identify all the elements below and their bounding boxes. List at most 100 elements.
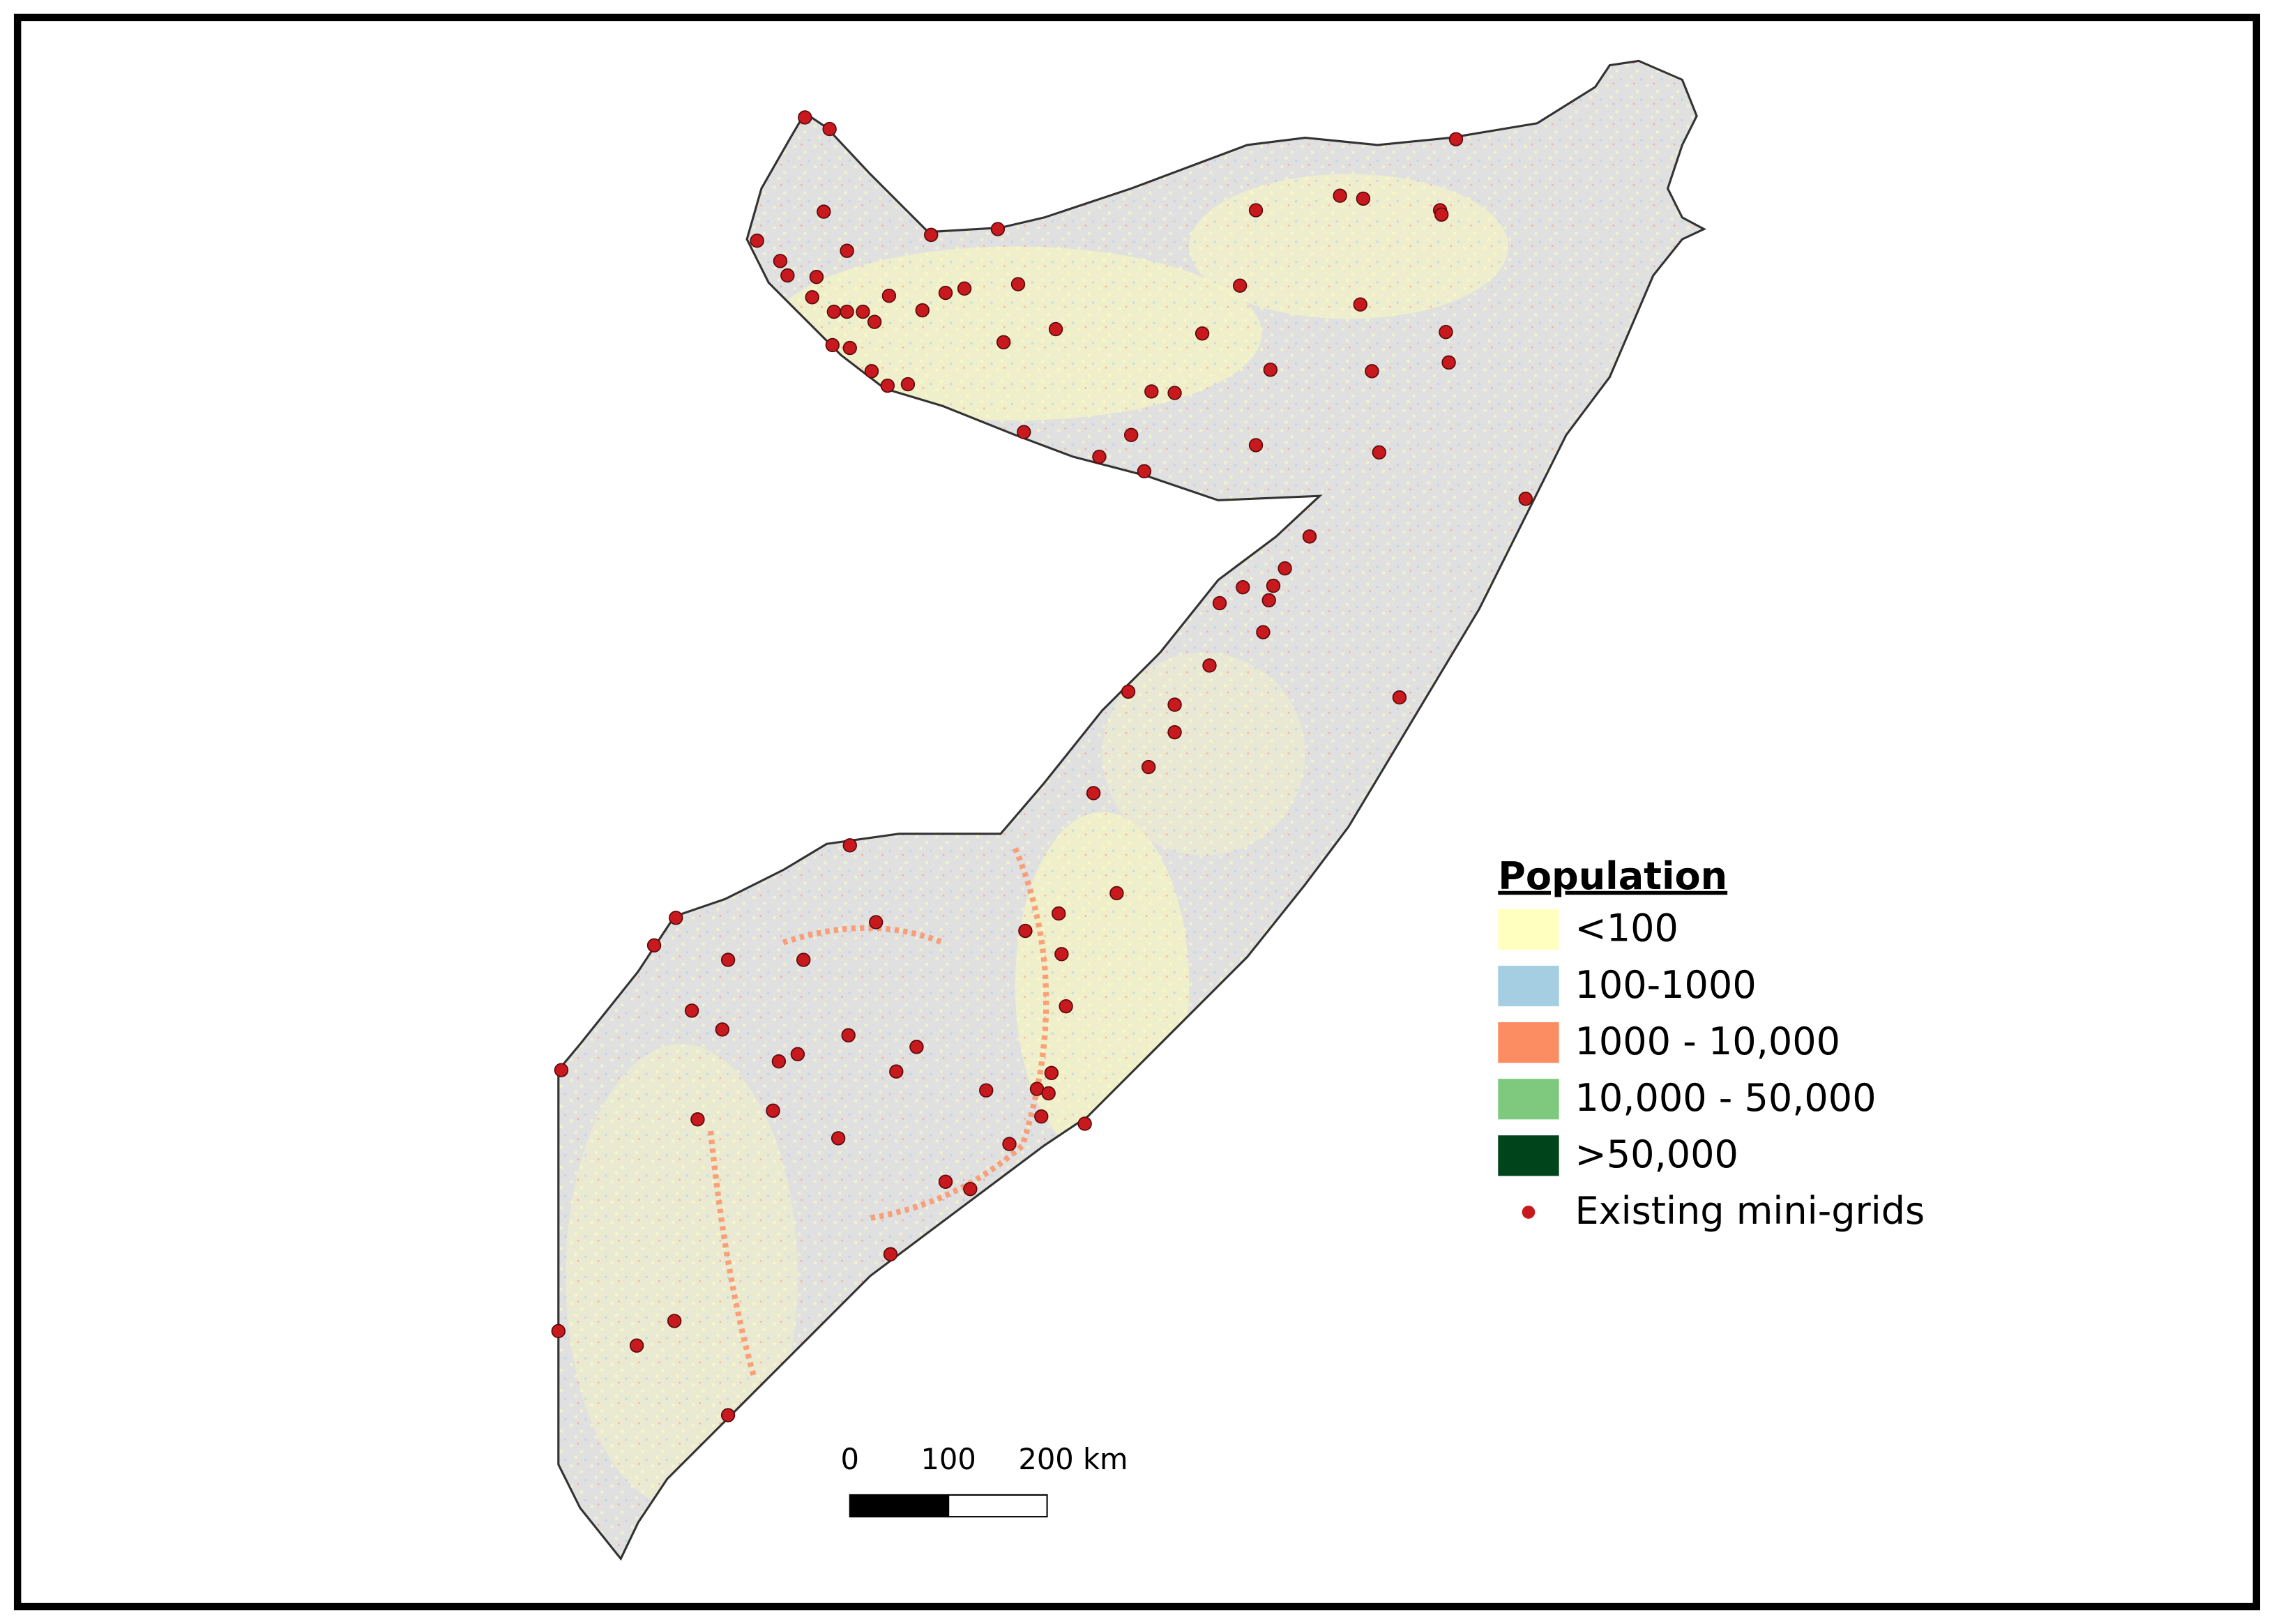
- legend-label: <100: [1575, 906, 1678, 950]
- mini-grid: [1167, 386, 1182, 400]
- legend-swatch: [1498, 909, 1559, 950]
- mini-grid: [790, 1047, 805, 1061]
- mini-grid: [1212, 595, 1227, 611]
- mini-grid: [1010, 277, 1026, 291]
- mini-grid: [842, 340, 857, 356]
- mini-grid: [826, 304, 842, 319]
- mini-grid: [1278, 561, 1292, 576]
- mini-grid: [1439, 325, 1453, 340]
- mini-grid: [856, 304, 870, 319]
- legend-title: Population: [1498, 854, 1727, 898]
- mini-grid: [1141, 759, 1156, 775]
- mini-grid: [840, 304, 854, 319]
- mini-grid: [1077, 1116, 1092, 1131]
- mini-grid: [867, 314, 882, 329]
- mini-grid: [1121, 684, 1136, 699]
- mini-grid: [750, 234, 764, 248]
- mini-grid: [825, 337, 840, 353]
- legend-label: >50,000: [1575, 1132, 1738, 1176]
- mini-grid: [1365, 364, 1379, 379]
- mini-grid: [841, 1028, 856, 1042]
- mini-grid: [1333, 188, 1347, 203]
- mini-grid: [1052, 906, 1066, 921]
- mini-grid: [869, 915, 884, 929]
- mini-grid: [1017, 425, 1031, 439]
- mini-grid: [1518, 492, 1533, 506]
- mini-grid: [924, 227, 939, 243]
- mini-grid: [1137, 464, 1152, 479]
- legend-label: 1000 - 10,000: [1575, 1019, 1840, 1063]
- mini-grid: [796, 953, 811, 967]
- mini-grid: [715, 1022, 729, 1037]
- mini-grid: [1256, 625, 1271, 639]
- mini-grid: [1044, 1065, 1059, 1080]
- mini-grid: [963, 1181, 978, 1197]
- legend-swatch: [1498, 965, 1559, 1007]
- mini-grid: [667, 1314, 682, 1328]
- mini-grid: [1092, 449, 1107, 464]
- mini-grid: [831, 1131, 846, 1146]
- mini-grid: [938, 285, 953, 301]
- scale-label: 0: [841, 1442, 859, 1476]
- legend: <100 100-1000 1000 - 10,000 10,000 - 50,000…: [1498, 906, 1925, 1233]
- mini-grid: [1167, 697, 1182, 712]
- legend-swatch: [1498, 1135, 1559, 1176]
- legend-swatch: [1498, 1079, 1559, 1120]
- mini-grid: [1034, 1109, 1049, 1124]
- mini-grid: [1002, 1137, 1017, 1151]
- mini-grid: [766, 1103, 780, 1118]
- scale-bar: [849, 1494, 1048, 1518]
- mini-grid: [690, 1112, 705, 1127]
- mini-grid: [883, 1247, 898, 1261]
- mini-grid: [1356, 191, 1371, 206]
- mini-grid: [996, 335, 1011, 349]
- mini-grid: [840, 243, 854, 258]
- mini-grid: [1266, 578, 1281, 593]
- mini-grid: [1232, 278, 1248, 293]
- mini-grid: [1018, 923, 1033, 939]
- mini-grid: [798, 110, 812, 125]
- mini-grid: [880, 378, 895, 393]
- mini-grid: [1263, 363, 1278, 377]
- mini-grid: [909, 1040, 924, 1054]
- scale-label: 100: [920, 1442, 976, 1476]
- mini-grid: [1448, 132, 1464, 146]
- mini-grid: [915, 303, 930, 318]
- mini-grid: [1392, 690, 1407, 705]
- mini-grid: [773, 254, 788, 268]
- mini-grid: [1123, 427, 1139, 443]
- mini-grid: [990, 222, 1006, 236]
- mini-grid: [771, 1054, 787, 1069]
- mini-grid: [1248, 203, 1264, 218]
- mini-grid: [1236, 579, 1250, 595]
- mini-grid: [1195, 326, 1210, 341]
- mini-grid: [1441, 355, 1456, 370]
- mini-grid: [629, 1338, 644, 1353]
- mini-grid: [684, 1003, 699, 1018]
- mini-grid: [720, 1408, 736, 1422]
- legend-label: 100-1000: [1575, 963, 1756, 1007]
- mini-grid: [669, 911, 683, 925]
- mini-grid: [1167, 724, 1182, 740]
- legend-label: Existing mini-grids: [1575, 1189, 1925, 1233]
- mini-grid: [979, 1083, 994, 1098]
- mini-grid: [1202, 658, 1217, 673]
- mini-grid: [889, 1064, 904, 1079]
- mini-grid: [864, 364, 879, 379]
- scale-label: 200 km: [1018, 1442, 1128, 1476]
- mini-grid: [1086, 786, 1101, 800]
- mini-grid: [1372, 445, 1386, 460]
- mini-grid: [1059, 999, 1073, 1014]
- mini-grid: [822, 121, 837, 137]
- mini-grid: [780, 268, 795, 283]
- mini-grid: [646, 938, 662, 953]
- mini-grid: [1302, 529, 1317, 544]
- mini-grid: [1041, 1086, 1056, 1101]
- mini-grid: [1248, 438, 1264, 453]
- mini-grid: [1054, 947, 1069, 962]
- mini-grid: [900, 377, 916, 392]
- mini-grid-points: [551, 110, 1533, 1422]
- legend-marker: [1522, 1206, 1536, 1219]
- mini-grid: [1261, 593, 1276, 608]
